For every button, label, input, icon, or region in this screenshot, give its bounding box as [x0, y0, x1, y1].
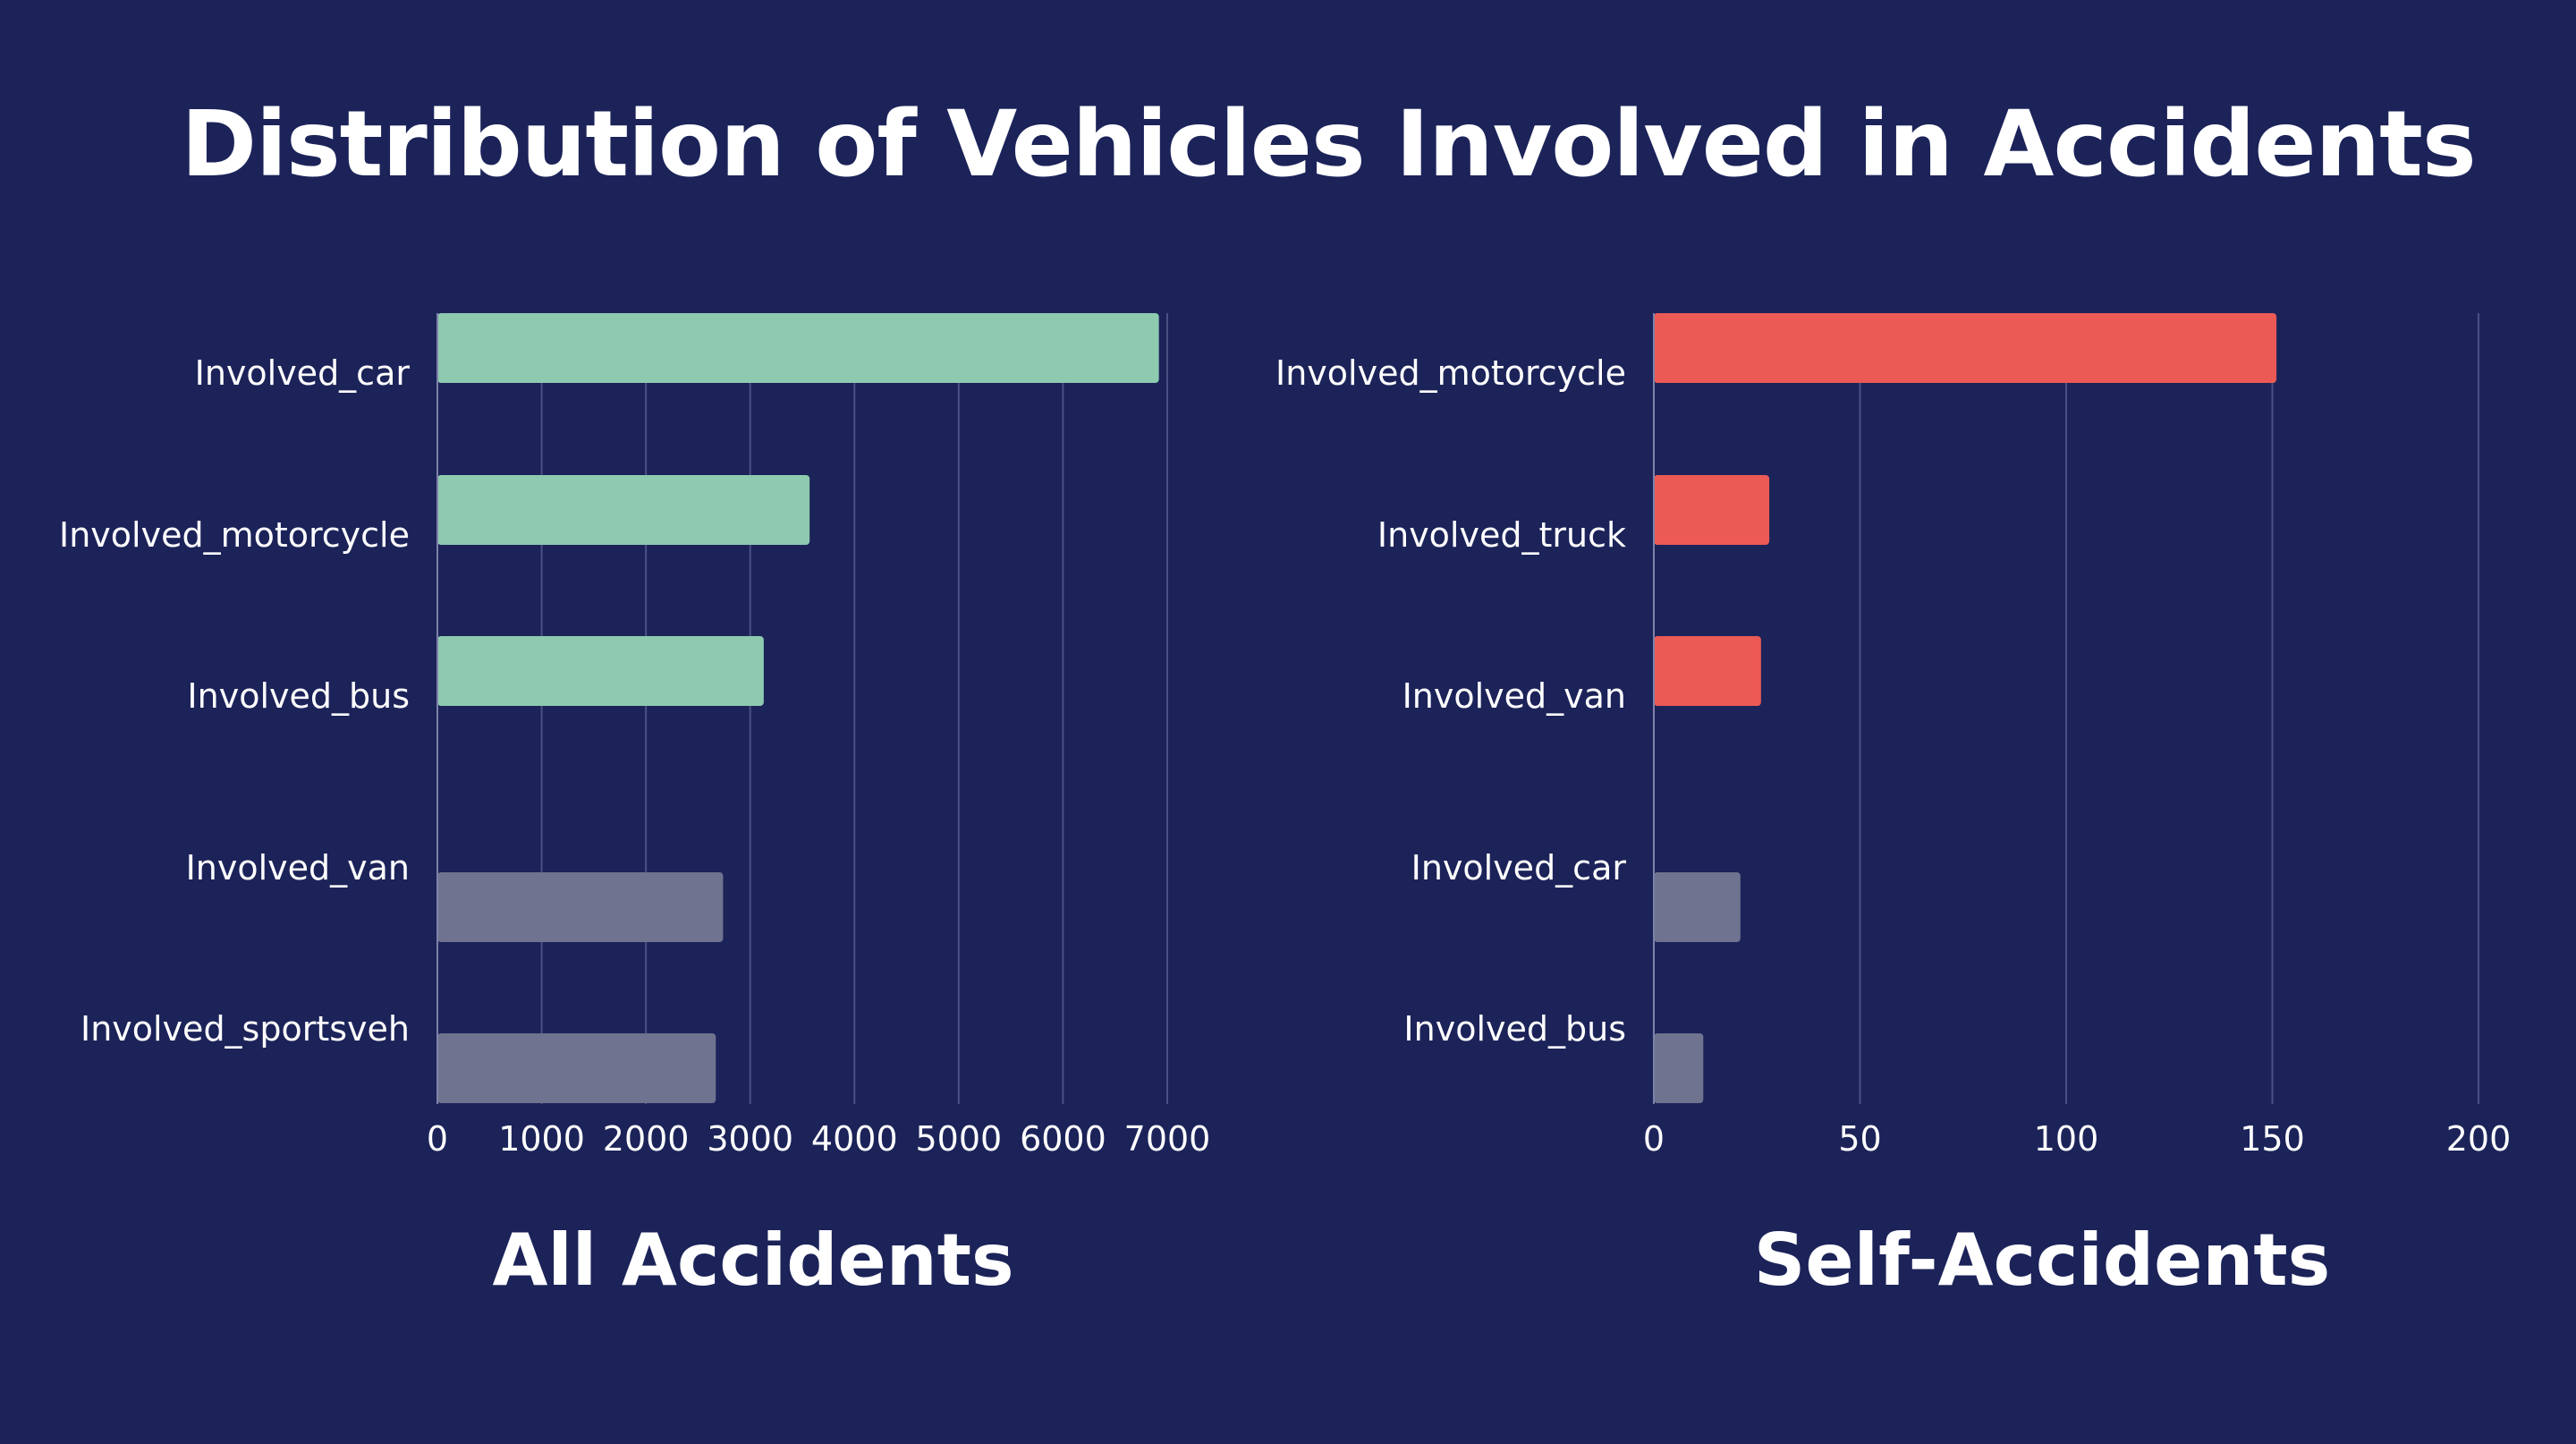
- bar: [437, 475, 810, 545]
- category-label: Involved_van: [1402, 676, 1626, 716]
- category-label: Involved_car: [1411, 848, 1627, 888]
- x-tick-label: 150: [2240, 1119, 2305, 1159]
- bar: [1654, 872, 1741, 942]
- panel-subtitle: Self-Accidents: [1754, 1219, 2330, 1302]
- category-label: Involved_motorcycle: [1275, 353, 1626, 393]
- category-label: Involved_motorcycle: [59, 515, 410, 555]
- bar: [1654, 636, 1761, 706]
- bar: [437, 313, 1159, 383]
- x-tick-label: 1000: [498, 1119, 585, 1159]
- bar: [1654, 1033, 1704, 1103]
- x-tick-label: 0: [427, 1119, 448, 1159]
- chart-title: Distribution of Vehicles Involved in Acc…: [181, 91, 2476, 198]
- x-tick-label: 2000: [603, 1119, 690, 1159]
- panel-subtitle: All Accidents: [492, 1219, 1013, 1302]
- bar: [437, 872, 724, 942]
- bar: [1654, 475, 1770, 545]
- x-tick-label: 0: [1643, 1119, 1665, 1159]
- panel-self-accidents: Involved_motorcycle Involved_truck Involve…: [1275, 313, 2511, 1302]
- x-tick-label: 5000: [915, 1119, 1002, 1159]
- category-label: Involved_bus: [1403, 1009, 1626, 1049]
- category-label: Involved_truck: [1377, 515, 1626, 555]
- category-label: Involved_sportsveh: [80, 1009, 410, 1049]
- panel-all-accidents: Involved_car Involved_motorcycle Involved_…: [59, 313, 1210, 1302]
- x-tick-label: 200: [2446, 1119, 2512, 1159]
- x-tick-label: 50: [1838, 1119, 1881, 1159]
- x-tick-label: 4000: [811, 1119, 898, 1159]
- x-tick-label: 3000: [707, 1119, 793, 1159]
- category-label: Involved_bus: [187, 676, 410, 716]
- bar: [437, 1033, 716, 1103]
- category-label: Involved_car: [195, 353, 411, 393]
- bar: [1654, 313, 2277, 383]
- bar: [437, 636, 764, 706]
- x-tick-label: 100: [2034, 1119, 2099, 1159]
- x-tick-label: 6000: [1020, 1119, 1106, 1159]
- x-tick-label: 7000: [1124, 1119, 1211, 1159]
- category-label: Involved_van: [186, 848, 410, 888]
